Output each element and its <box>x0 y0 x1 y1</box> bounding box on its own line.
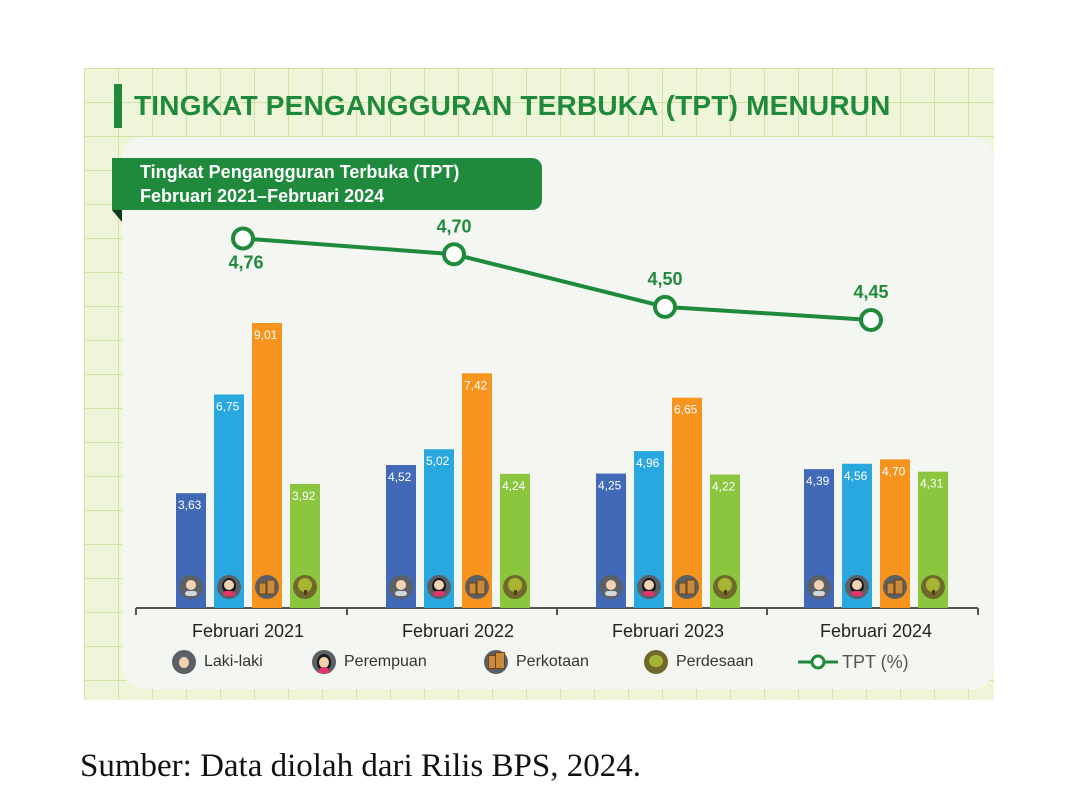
building-b-2 <box>686 579 696 595</box>
legend-label-perdesaan: Perdesaan <box>676 653 754 670</box>
female-person-icon <box>312 650 336 674</box>
building-b-0 <box>266 579 276 595</box>
legend-perdesaan: Perdesaan <box>644 648 753 676</box>
tpt-point-1 <box>442 242 466 267</box>
bar-label-perkotaan-3: 4,70 <box>882 464 906 478</box>
tpt-line <box>242 236 872 322</box>
title-accent-bar <box>114 84 122 128</box>
bar-label-laki_laki-1: 4,52 <box>388 470 412 484</box>
face-laki_laki-0 <box>186 580 196 590</box>
tpt-label-0: 4,76 <box>228 252 263 272</box>
bar-label-laki_laki-2: 4,25 <box>598 479 622 493</box>
shirt-laki_laki-1 <box>395 591 407 596</box>
subtitle-line-2: Februari 2021–Februari 2024 <box>140 186 385 206</box>
shirt-perempuan-1 <box>433 591 445 596</box>
subtitle-box <box>112 158 542 210</box>
building-a-0 <box>258 582 267 595</box>
trunk-3 <box>932 590 935 595</box>
shirt-perempuan-3 <box>851 591 863 596</box>
legend-label-laki-laki: Laki-laki <box>204 653 263 670</box>
building-b-1 <box>476 579 486 595</box>
face-perempuan-0 <box>224 580 234 590</box>
legend-label-perkotaan: Perkotaan <box>516 653 589 670</box>
x-tick-label-1: Februari 2022 <box>402 621 514 641</box>
shirt-laki_laki-2 <box>605 591 617 596</box>
bar-label-laki_laki-0: 3,63 <box>178 498 202 512</box>
x-tick-label-3: Februari 2024 <box>820 621 932 641</box>
male-person-icon <box>172 650 196 674</box>
legend-label-perempuan: Perempuan <box>344 653 427 670</box>
tpt-point-0 <box>231 226 255 251</box>
bar-label-perdesaan-1: 4,24 <box>502 479 526 493</box>
bar-perempuan-0 <box>214 394 244 608</box>
face-perempuan-3 <box>852 580 862 590</box>
bar-label-perkotaan-1: 7,42 <box>464 378 488 392</box>
shirt-laki_laki-0 <box>185 591 197 596</box>
city-buildings-icon <box>484 650 508 674</box>
subtitle-tail <box>112 210 122 222</box>
bar-label-perempuan-0: 6,75 <box>216 399 240 413</box>
bar-label-perempuan-2: 4,96 <box>636 456 660 470</box>
tpt-label-1: 4,70 <box>436 216 471 236</box>
legend-perempuan: Perempuan <box>312 648 427 676</box>
shirt-laki_laki-3 <box>813 591 825 596</box>
tpt-label-2: 4,50 <box>647 269 682 289</box>
building-a-3 <box>886 582 895 595</box>
tpt-line-marker-icon <box>798 654 838 670</box>
tree-1 <box>508 578 522 592</box>
building-b-3 <box>894 579 904 595</box>
bar-label-laki_laki-3: 4,39 <box>806 474 830 488</box>
village-tree-icon <box>644 650 668 674</box>
face-laki_laki-2 <box>606 580 616 590</box>
source-note: Sumber: Data diolah dari Rilis BPS, 2024… <box>80 748 641 784</box>
bar-perkotaan-0 <box>252 323 282 608</box>
bar-label-perempuan-1: 5,02 <box>426 454 450 468</box>
shirt-perempuan-2 <box>643 591 655 596</box>
trunk-2 <box>724 590 727 595</box>
legend-tpt: TPT (%) <box>798 648 909 676</box>
tpt-label-3: 4,45 <box>853 282 888 302</box>
face-perempuan-1 <box>434 580 444 590</box>
bar-perkotaan-1 <box>462 373 492 608</box>
building-a-1 <box>468 582 477 595</box>
shirt-perempuan-0 <box>223 591 235 596</box>
legend-perkotaan: Perkotaan <box>484 648 589 676</box>
page-title: TINGKAT PENGANGGURAN TERBUKA (TPT) MENUR… <box>134 90 891 121</box>
bar-label-perdesaan-2: 4,22 <box>712 480 736 494</box>
tree-2 <box>718 578 732 592</box>
tree-3 <box>926 578 940 592</box>
building-a-2 <box>678 582 687 595</box>
face-perempuan-2 <box>644 580 654 590</box>
bar-label-perdesaan-0: 3,92 <box>292 489 316 503</box>
bar-label-perkotaan-0: 9,01 <box>254 328 278 342</box>
trunk-0 <box>304 590 307 595</box>
tpt-point-3 <box>859 308 883 332</box>
tpt-point-2 <box>653 294 677 319</box>
bar-perkotaan-2 <box>672 397 702 608</box>
bar-label-perdesaan-3: 4,31 <box>920 477 944 491</box>
face-laki_laki-3 <box>814 580 824 590</box>
legend-label-tpt: TPT (%) <box>842 651 909 672</box>
bar-label-perempuan-3: 4,56 <box>844 469 868 483</box>
face-laki_laki-1 <box>396 580 406 590</box>
legend-laki-laki: Laki-laki <box>172 648 263 676</box>
x-tick-label-0: Februari 2021 <box>192 621 304 641</box>
tree-0 <box>298 578 312 592</box>
trunk-1 <box>514 590 517 595</box>
x-tick-label-2: Februari 2023 <box>612 621 724 641</box>
subtitle-line-1: Tingkat Pengangguran Terbuka (TPT) <box>140 162 460 182</box>
bar-label-perkotaan-2: 6,65 <box>674 403 698 417</box>
